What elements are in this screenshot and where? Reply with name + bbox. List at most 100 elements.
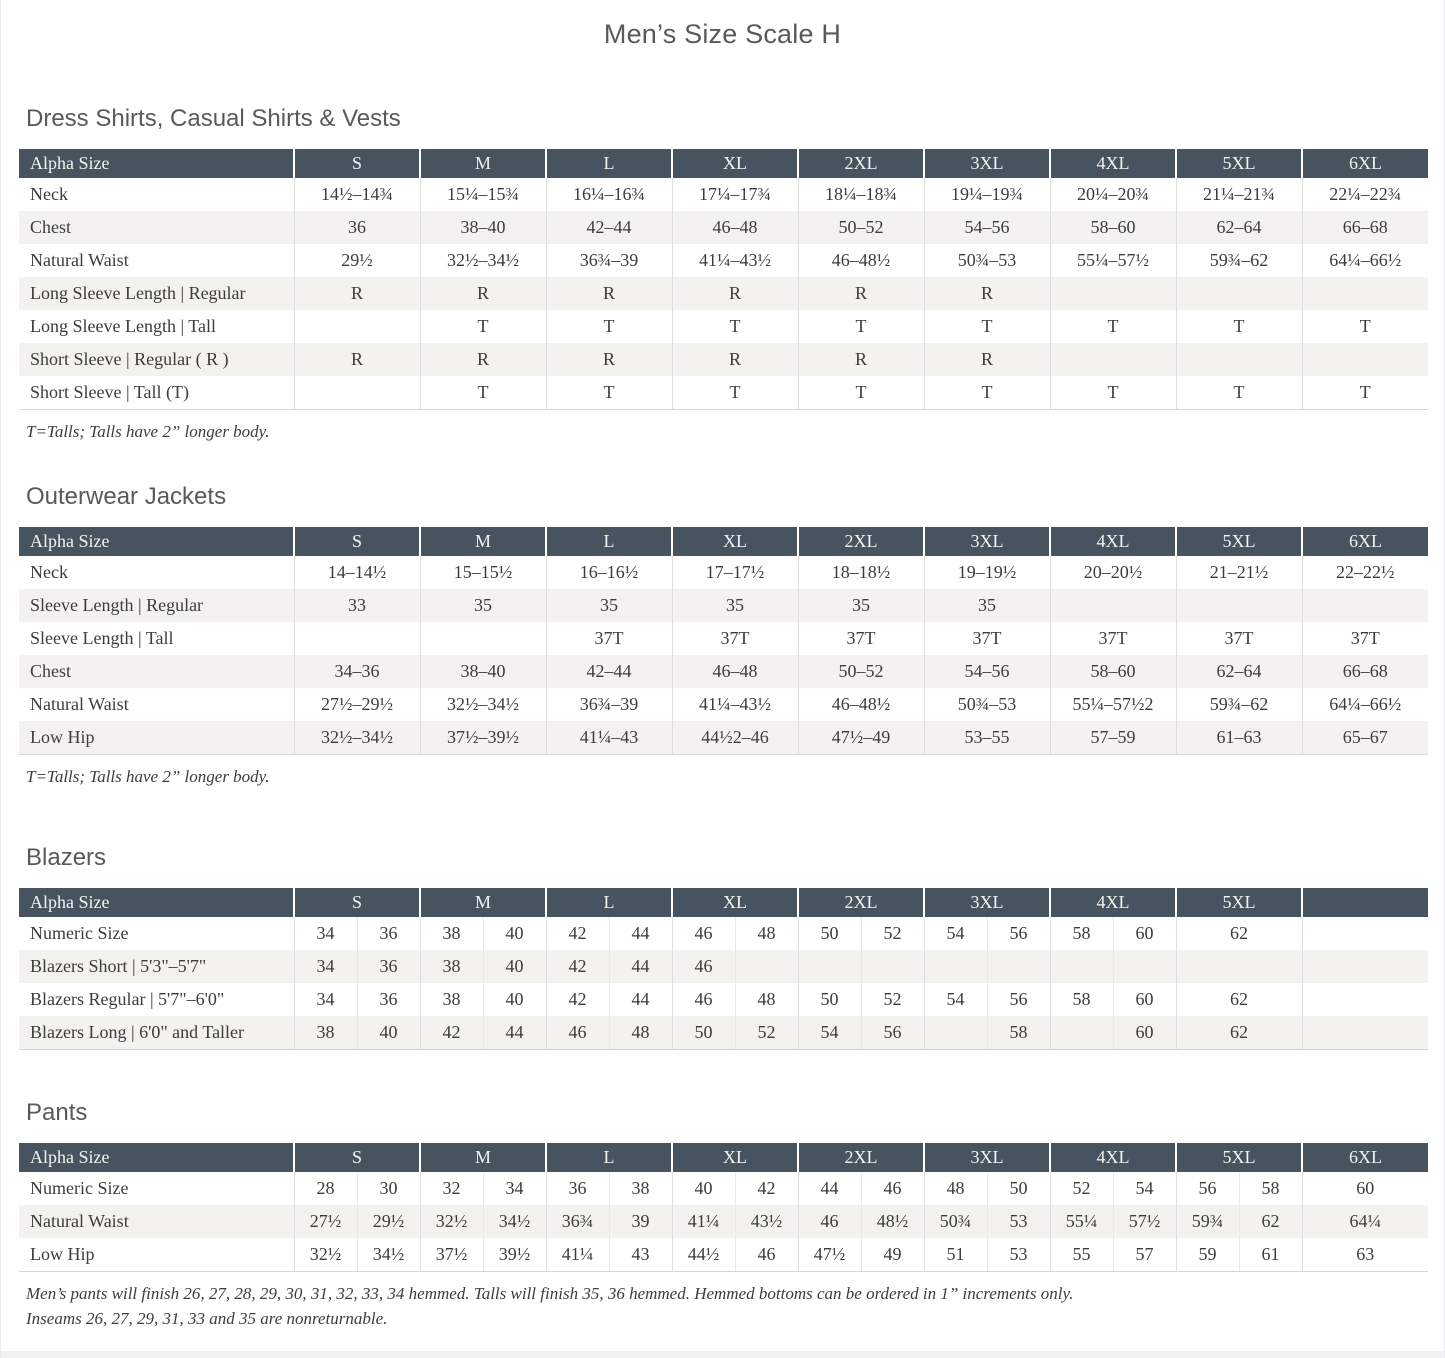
cell: T [1049, 376, 1176, 410]
cell: 61–63 [1175, 721, 1302, 755]
cell: 54–56 [923, 655, 1050, 688]
cell: 21–21½ [1175, 556, 1302, 589]
cell: 37½ [419, 1238, 484, 1272]
cell: 42 [419, 1016, 484, 1050]
cell: 34 [293, 917, 357, 950]
cell: T [1049, 310, 1176, 343]
cell: 43 [608, 1238, 673, 1272]
column-header: 3XL [924, 527, 1051, 556]
cell [1175, 589, 1302, 622]
cell [1049, 343, 1176, 376]
cell: 15¼–15¾ [419, 178, 546, 211]
cell: 58 [986, 1016, 1051, 1050]
cell: 14–14½ [293, 556, 420, 589]
cell: 62 [1238, 1205, 1303, 1238]
cell: T [1175, 376, 1302, 410]
footnote-dress-shirts: T=Talls; Talls have 2” longer body. [26, 422, 270, 441]
cell: 22–22½ [1301, 556, 1428, 589]
table-row: Numeric Size 28 30 32 34 36 38 40 42 44 46 48 50 52 54… [19, 1172, 1429, 1205]
column-header: 5XL [1176, 149, 1303, 178]
footnote-pants: Inseams 26, 27, 29, 31, 33 and 35 are no… [26, 1309, 388, 1328]
cell: 48 [734, 917, 799, 950]
cell: 54 [1112, 1172, 1177, 1205]
cell: 66–68 [1301, 211, 1428, 244]
cell: 47½–49 [797, 721, 924, 755]
cell: 38 [293, 1016, 357, 1050]
column-header: S [294, 149, 421, 178]
header-row: Alpha Size S M L XL 2XL 3XL 4XL 5XL 6XL [19, 527, 1428, 556]
cell: 53–55 [923, 721, 1050, 755]
cell: T [797, 376, 924, 410]
cell: 58 [1049, 983, 1114, 1016]
cell: 35 [545, 589, 672, 622]
cell: 60 [1301, 1172, 1429, 1205]
footnote-outerwear-jackets: T=Talls; Talls have 2” longer body. [26, 767, 270, 786]
cell: 32½–34½ [419, 688, 546, 721]
cell: 34–36 [293, 655, 420, 688]
cell: 22¼–22¾ [1301, 178, 1428, 211]
cell: 37T [671, 622, 798, 655]
cell: 50¾–53 [923, 688, 1050, 721]
cell: 42 [545, 983, 610, 1016]
row-label: Sleeve Length | Regular [19, 589, 294, 622]
cell: 50–52 [797, 655, 924, 688]
column-header: XL [672, 1143, 800, 1172]
cell: 34½ [356, 1238, 421, 1272]
cell: 29½ [356, 1205, 421, 1238]
cell: 62–64 [1175, 655, 1302, 688]
cell: 35 [671, 589, 798, 622]
cell [1301, 343, 1428, 376]
cell: 64¼ [1301, 1205, 1429, 1238]
sections-container: Dress Shirts, Casual Shirts & Vests Alpha… [1, 102, 1444, 1331]
table-row: Natural Waist 29½ 32½–34½ 36¾–39 41¼–43½ 46–4… [19, 244, 1428, 277]
bottom-edge-bar [1, 1351, 1444, 1358]
column-header: L [546, 1143, 674, 1172]
cell: 46 [860, 1172, 925, 1205]
cell: T [671, 376, 798, 410]
cell [293, 622, 420, 655]
cell: 55¼ [1049, 1205, 1114, 1238]
cell: 66–68 [1301, 655, 1428, 688]
column-header: 4XL [1050, 149, 1177, 178]
cell: 38 [419, 917, 484, 950]
column-header: L [546, 149, 673, 178]
cell [1301, 917, 1429, 950]
cell: T [419, 376, 546, 410]
cell: 51 [923, 1238, 988, 1272]
cell: 41¼–43½ [671, 244, 798, 277]
cell: 50 [986, 1172, 1051, 1205]
cell: 44 [608, 983, 673, 1016]
cell: R [797, 343, 924, 376]
column-header: 6XL [1302, 149, 1428, 178]
cell: 54–56 [923, 211, 1050, 244]
cell [1049, 277, 1176, 310]
row-label: Natural Waist [19, 1205, 294, 1238]
cell: 46–48½ [797, 244, 924, 277]
section-outerwear-jackets: Outerwear Jackets Alpha Size S M L XL 2XL 3XL 4X… [1, 480, 1444, 789]
cell: 41¼ [671, 1205, 736, 1238]
table-row: Neck 14½–14¾ 15¼–15¾ 16¼–16¾ 17¼–17¾ 18¼–18¾ 1… [19, 178, 1428, 211]
row-label: Chest [19, 655, 294, 688]
cell: 52 [860, 983, 925, 1016]
cell: 65–67 [1301, 721, 1428, 755]
cell: 40 [482, 917, 547, 950]
cell: 21¼–21¾ [1175, 178, 1302, 211]
cell: 41¼–43½ [671, 688, 798, 721]
column-header: 4XL [1050, 888, 1178, 917]
cell: 18–18½ [797, 556, 924, 589]
cell: T [419, 310, 546, 343]
cell: 39½ [482, 1238, 547, 1272]
column-header: XL [672, 888, 800, 917]
cell [1175, 950, 1303, 983]
table-row: Low Hip 32½–34½ 37½–39½ 41¼–43 44½2–46 47½–49… [19, 721, 1428, 755]
cell: 36 [545, 1172, 610, 1205]
table-row: Chest 36 38–40 42–44 46–48 50–52 54–56 58–60 62–… [19, 211, 1428, 244]
corner-header: Alpha Size [19, 527, 295, 556]
table-row: Long Sleeve Length | Tall T T T T T T T T [19, 310, 1428, 343]
table-pants: Alpha Size S M L XL 2XL 3XL 4XL 5XL 6XL Numeric Si… [19, 1143, 1429, 1272]
cell: 64¼–66½ [1301, 244, 1428, 277]
column-header: 3XL [924, 149, 1051, 178]
cell: R [923, 343, 1050, 376]
cell: T [1175, 310, 1302, 343]
cell: 37T [1301, 622, 1428, 655]
